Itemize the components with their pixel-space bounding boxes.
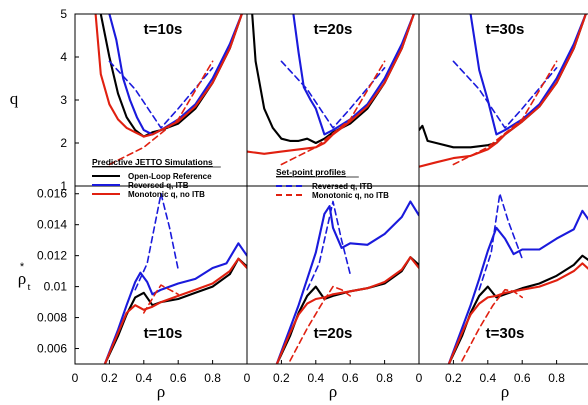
series-line-rho-t10-1 xyxy=(103,242,247,364)
series-line-q-t10-3 xyxy=(108,60,214,129)
xtick-label: 0.6 xyxy=(342,371,359,385)
xtick-label: 0.2 xyxy=(273,371,290,385)
series-line-q-t30-2 xyxy=(419,14,587,168)
legend-simulations-entry-label: Open-Loop Reference xyxy=(128,172,212,181)
panel-rho-t10: t=10s xyxy=(103,192,247,364)
rho-ytick-label: 0.012 xyxy=(37,249,67,263)
panel-rho-t30: t=30s xyxy=(447,192,588,364)
legends: Predictive JETTO Simulations Open-Loop Re… xyxy=(92,157,389,200)
series-line-rho-t30-3 xyxy=(478,192,524,291)
panel-q-t30: t=30s xyxy=(419,14,587,168)
legend-simulations-entry-label: Reversed q, ITB xyxy=(128,181,189,190)
series-line-q-t30-4 xyxy=(452,60,558,166)
time-label-q-t30: t=30s xyxy=(486,21,525,38)
xtick-label: 0 xyxy=(72,371,79,385)
series-line-q-t10-2 xyxy=(94,14,243,138)
q-ytick-label: 4 xyxy=(60,50,67,64)
time-label-q-t20: t=20s xyxy=(314,21,353,38)
panel-rho-t20: t=20s xyxy=(275,200,419,364)
panels-layer: t=10s t=20s t=30s t=10s t=20s t=30s xyxy=(94,14,588,364)
xtick-label: 0.8 xyxy=(376,371,393,385)
rho-ytick-label: 0.016 xyxy=(37,187,67,201)
series-line-rho-t20-2 xyxy=(275,256,419,364)
series-group xyxy=(419,14,587,168)
xlabel: ρ xyxy=(329,382,337,401)
xtick-label: 0.2 xyxy=(445,371,462,385)
legend-setpoints-entry-label: Monotonic q, no ITB xyxy=(312,191,389,200)
rho-ytick-label: 0.008 xyxy=(37,311,67,325)
series-line-rho-t10-4 xyxy=(143,284,179,314)
xtick-label: 0.6 xyxy=(170,371,187,385)
series-group xyxy=(103,192,247,364)
legend-simulations-title: Predictive JETTO Simulations xyxy=(92,157,213,167)
labels-layer: q ρ * t xyxy=(10,89,31,293)
axes-layer: 1 2 3 4 5 0.006 0.008 0.01 0.012 0.014 0.016 0 0.2 0.… xyxy=(37,7,588,401)
panel-q-t20: t=20s xyxy=(247,14,415,166)
xtick-label: 0.2 xyxy=(101,371,118,385)
ylabel-rho-t: ρ xyxy=(18,269,26,288)
time-label-rho-t20: t=20s xyxy=(314,325,353,342)
xtick-label: 0.4 xyxy=(479,371,496,385)
xlabel: ρ xyxy=(157,382,165,401)
series-line-rho-t30-4 xyxy=(461,288,524,362)
series-group xyxy=(94,14,243,166)
series-line-rho-t20-3 xyxy=(306,200,352,291)
rho-ytick-label: 0.014 xyxy=(37,218,67,232)
series-line-rho-t10-2 xyxy=(103,257,247,364)
xtick-label: 0.8 xyxy=(548,371,565,385)
q-ytick-label: 5 xyxy=(60,7,67,21)
ylabel-q: q xyxy=(10,89,19,108)
q-ytick-label: 2 xyxy=(60,136,67,150)
xtick-label: 0.4 xyxy=(307,371,324,385)
series-line-rho-t20-4 xyxy=(289,285,352,362)
ylabel-rho-t-sub: t xyxy=(27,281,30,293)
time-label-rho-t10: t=10s xyxy=(144,325,183,342)
series-line-q-t30-1 xyxy=(469,14,587,136)
series-line-rho-t30-2 xyxy=(447,262,588,364)
xtick-label: 0.4 xyxy=(135,371,152,385)
series-line-q-t20-1 xyxy=(292,14,415,136)
time-label-rho-t30: t=30s xyxy=(486,325,525,342)
xtick-label: 0 xyxy=(416,371,423,385)
series-line-q-t20-3 xyxy=(280,60,386,129)
series-line-q-t20-4 xyxy=(280,60,386,166)
series-line-rho-t10-3 xyxy=(134,192,179,291)
q-ytick-label: 1 xyxy=(60,179,67,193)
xtick-label: 0 xyxy=(244,371,251,385)
legend-simulations: Predictive JETTO Simulations Open-Loop Re… xyxy=(92,157,221,199)
panel-q-t10: t=10s xyxy=(94,14,243,166)
series-line-rho-t30-1 xyxy=(447,209,588,364)
legend-setpoints-title: Set-point profiles xyxy=(276,167,346,177)
xtick-label: 0.8 xyxy=(204,371,221,385)
plot-frame xyxy=(74,13,588,365)
q-ytick-label: 3 xyxy=(60,93,67,107)
series-line-q-t30-3 xyxy=(452,60,558,129)
time-label-q-t10: t=10s xyxy=(144,21,183,38)
legend-setpoints: Set-point profiles Reversed q, ITBMonoton… xyxy=(276,167,389,200)
series-line-q-t20-2 xyxy=(247,14,415,155)
series-group xyxy=(447,192,588,364)
legend-setpoints-entry-label: Reversed q, ITB xyxy=(312,182,373,191)
legend-simulations-entry-label: Monotonic q, no ITB xyxy=(128,190,205,199)
xtick-label: 0.6 xyxy=(514,371,531,385)
series-group xyxy=(247,14,415,166)
ylabel-rho-t-star: * xyxy=(20,261,25,273)
rho-ytick-label: 0.01 xyxy=(44,280,68,294)
series-group xyxy=(275,200,419,364)
series-line-q-t10-4 xyxy=(108,60,214,166)
xlabel: ρ xyxy=(501,382,509,401)
series-line-rho-t20-1 xyxy=(275,200,419,364)
rho-ytick-label: 0.006 xyxy=(37,342,67,356)
